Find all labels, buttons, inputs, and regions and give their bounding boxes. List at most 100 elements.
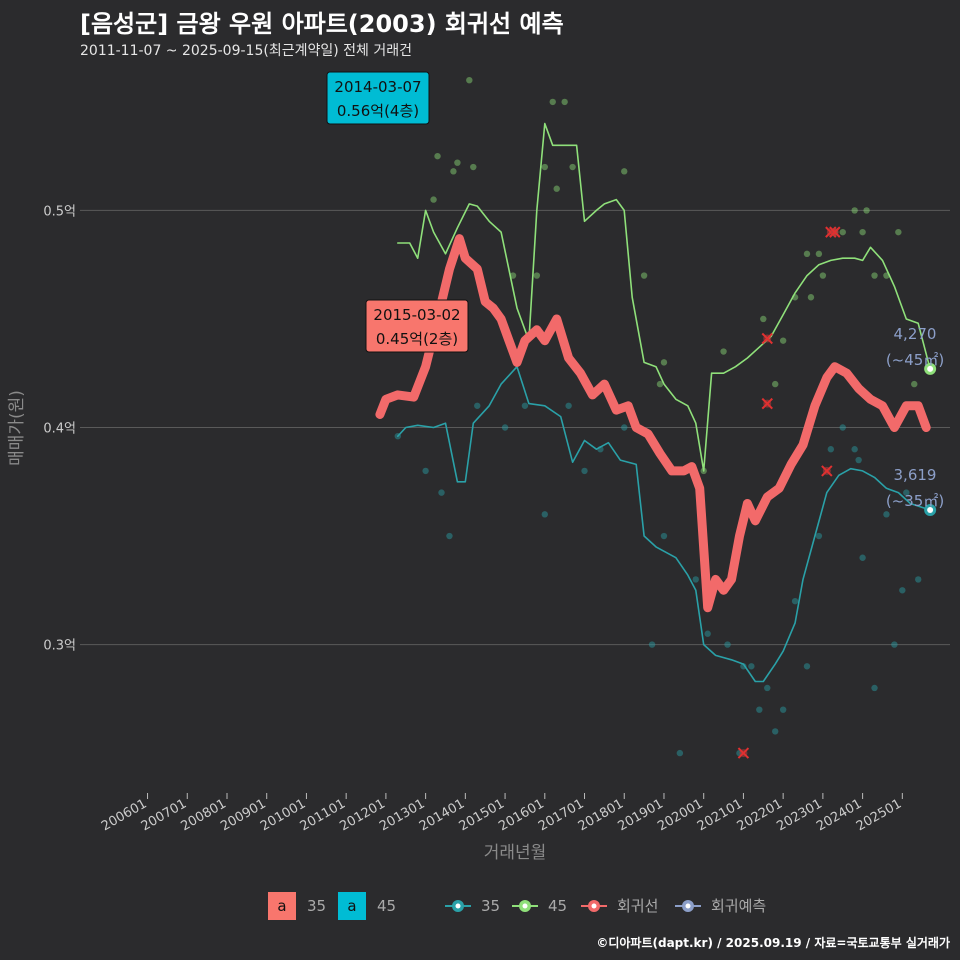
regression-line bbox=[375, 234, 931, 613]
legend-label: 35 bbox=[481, 897, 500, 915]
trade-point-45 bbox=[819, 272, 827, 279]
outlier-cross bbox=[761, 332, 773, 345]
legend-key-letter: a bbox=[347, 897, 356, 915]
trade-point-35 bbox=[839, 424, 846, 431]
trade-point-45 bbox=[533, 272, 541, 279]
trade-point-35 bbox=[779, 706, 787, 713]
trade-point-35 bbox=[855, 456, 862, 464]
trade-point-45 bbox=[470, 163, 477, 171]
outlier-cross bbox=[829, 226, 841, 238]
legend-line-marker-core bbox=[685, 903, 691, 909]
outlier-marker bbox=[761, 332, 773, 345]
trade-point-45 bbox=[549, 98, 556, 106]
endpoint-marker-core bbox=[927, 506, 934, 513]
trade-point-35 bbox=[724, 641, 731, 648]
y-tick-label: 0.4억 bbox=[43, 422, 76, 437]
trade-point-45 bbox=[434, 152, 441, 160]
trade-point-45 bbox=[561, 98, 568, 106]
endpoint-value-label: 4,270 bbox=[894, 325, 937, 343]
trade-point-35 bbox=[803, 663, 811, 670]
series-line-45 bbox=[397, 122, 931, 472]
trade-point-35 bbox=[883, 511, 890, 518]
trade-point-45 bbox=[466, 76, 473, 84]
series-line-35 bbox=[397, 365, 931, 683]
trade-point-35 bbox=[474, 402, 481, 409]
trade-point-45 bbox=[859, 228, 866, 236]
trade-point-35 bbox=[521, 402, 529, 409]
legend-label: 45 bbox=[377, 897, 396, 915]
legend-key-letter: a bbox=[277, 897, 286, 915]
outlier-cross bbox=[761, 397, 773, 410]
trade-point-35 bbox=[903, 489, 910, 496]
outlier-marker bbox=[821, 465, 833, 477]
trade-point-35 bbox=[565, 402, 572, 409]
trade-point-35 bbox=[581, 467, 588, 475]
trade-point-35 bbox=[748, 663, 755, 670]
endpoint-area-label: (~35㎡) bbox=[886, 492, 944, 510]
legend-label: 45 bbox=[548, 897, 567, 915]
trade-point-35 bbox=[676, 749, 684, 757]
legend-label: 회귀예측 bbox=[711, 897, 766, 915]
legend-label: 회귀선 bbox=[617, 897, 658, 915]
legend-label: 35 bbox=[307, 897, 326, 915]
trade-point-35 bbox=[899, 587, 906, 594]
y-axis-title: 매매가(원) bbox=[7, 390, 27, 466]
legend-key-box bbox=[268, 892, 296, 920]
trade-point-45 bbox=[569, 163, 576, 171]
trade-point-35 bbox=[756, 706, 763, 713]
trade-point-45 bbox=[450, 168, 457, 175]
trade-point-35 bbox=[891, 641, 898, 648]
trade-point-35 bbox=[501, 424, 509, 431]
trade-point-45 bbox=[839, 228, 846, 236]
annotation-date: 2015-03-02 bbox=[373, 306, 460, 324]
annotation-value: 0.45억(2층) bbox=[376, 330, 458, 348]
chart-subtitle: 2011-11-07 ~ 2025-09-15(최근계약일) 전체 거래건 bbox=[80, 43, 412, 59]
annotation-date: 2014-03-07 bbox=[334, 78, 421, 96]
trade-point-45 bbox=[863, 207, 870, 214]
annotation-label: 2015-03-02 0.45억(2층) bbox=[365, 299, 469, 353]
trade-point-35 bbox=[446, 532, 453, 540]
chart-title: [음성군] 금왕 우원 아파트(2003) 회귀선 예측 bbox=[80, 10, 564, 38]
trade-point-45 bbox=[541, 163, 548, 171]
endpoint-marker-core bbox=[927, 365, 934, 372]
trade-point-35 bbox=[915, 576, 922, 583]
legend-line-marker-core bbox=[455, 903, 461, 909]
trade-point-35 bbox=[764, 684, 771, 692]
trade-point-45 bbox=[779, 337, 787, 344]
trade-point-35 bbox=[859, 554, 866, 561]
trade-point-45 bbox=[553, 185, 560, 192]
endpoint-value-label: 3,619 bbox=[894, 466, 937, 484]
trade-point-45 bbox=[851, 207, 858, 214]
trade-point-45 bbox=[807, 294, 815, 301]
annotation-label: 2014-03-07 0.56억(4층) bbox=[326, 71, 430, 125]
trade-point-35 bbox=[541, 511, 548, 518]
trade-point-45 bbox=[656, 380, 664, 388]
trade-point-35 bbox=[621, 424, 628, 431]
trade-point-45 bbox=[772, 380, 779, 388]
endpoint-area-label: (~45㎡) bbox=[886, 351, 944, 369]
trade-point-35 bbox=[422, 467, 429, 475]
source-credit: ©디아파트(dapt.kr) / 2025.09.19 / 자료=국토교통부 실… bbox=[596, 936, 950, 950]
trade-point-35 bbox=[772, 728, 779, 735]
trade-point-35 bbox=[692, 576, 699, 583]
trade-point-45 bbox=[640, 272, 648, 279]
outlier-marker bbox=[761, 397, 773, 410]
outlier-cross bbox=[737, 747, 750, 759]
trade-point-45 bbox=[760, 315, 767, 323]
trade-point-45 bbox=[720, 348, 727, 355]
outlier-cross bbox=[821, 465, 833, 477]
trade-point-45 bbox=[660, 359, 668, 366]
trade-point-45 bbox=[871, 272, 878, 279]
trade-point-35 bbox=[871, 684, 878, 692]
x-axis-title: 거래년월 bbox=[484, 843, 547, 863]
outlier-marker bbox=[829, 226, 841, 238]
trade-point-45 bbox=[815, 250, 823, 258]
y-tick-label: 0.3억 bbox=[43, 639, 76, 654]
legend-line-marker-core bbox=[522, 903, 528, 909]
annotation-box bbox=[326, 71, 430, 125]
outlier-marker bbox=[737, 747, 750, 759]
legend-key-box bbox=[338, 892, 366, 920]
trade-point-35 bbox=[438, 489, 445, 496]
trade-point-35 bbox=[660, 532, 668, 540]
